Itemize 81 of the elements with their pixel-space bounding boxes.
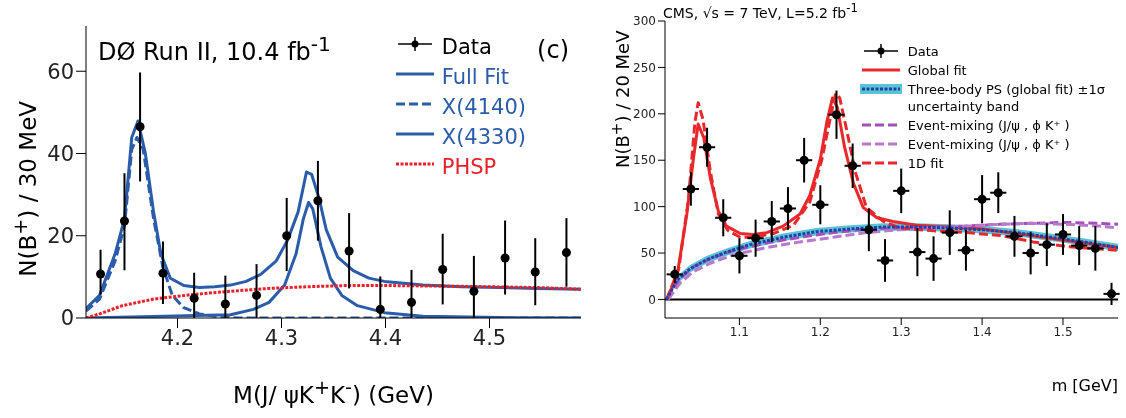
y-tick-label: 60: [47, 59, 74, 84]
y-tick-label: 300: [633, 14, 656, 29]
point: [220, 299, 230, 309]
x-tick-label: 4.3: [264, 325, 299, 350]
point: [880, 255, 890, 265]
point: [718, 213, 728, 223]
x-tick-label: 4.4: [368, 325, 403, 350]
point: [438, 264, 448, 274]
point: [767, 216, 777, 226]
point: [929, 254, 939, 264]
point: [848, 161, 858, 171]
point: [783, 203, 793, 213]
y-tick-label: 0: [60, 306, 74, 331]
point: [912, 247, 922, 257]
legend-label: Data: [441, 35, 492, 59]
legend-label: Three-body PS (global fit) ±1σ uncertainty band: [907, 81, 1106, 115]
x-tick-label: 4.2: [160, 325, 195, 350]
point: [864, 225, 874, 235]
point: [1042, 240, 1052, 250]
legend-label: Global fit: [907, 62, 967, 79]
point: [945, 228, 955, 238]
point: [815, 200, 825, 210]
point: [734, 251, 744, 261]
point: [1009, 231, 1019, 241]
legend-label: PHSP: [441, 155, 497, 179]
annotation: (c): [537, 36, 569, 64]
y-tick-label: 50: [640, 246, 656, 261]
point: [252, 290, 262, 300]
point: [135, 122, 145, 132]
point: [686, 184, 696, 194]
y-tick-label: 150: [633, 153, 656, 168]
x-tick-label: 1.4: [972, 324, 992, 339]
x-tick-label: 1.1: [729, 324, 749, 339]
legend-label: Data: [907, 43, 939, 60]
point: [670, 269, 680, 279]
x-tick-label: 4.5: [472, 325, 507, 350]
point: [96, 269, 106, 279]
point: [799, 155, 809, 165]
legend-label: X(4330): [441, 125, 526, 149]
point: [1090, 243, 1100, 253]
point: [961, 245, 971, 255]
x-tick-label: 1.5: [1053, 324, 1073, 339]
point: [1107, 289, 1117, 299]
point: [751, 233, 761, 243]
x-axis-title: M(J/ ψK$^{+}$K$^{-}$) (GeV): [232, 376, 435, 408]
point: [344, 246, 354, 256]
y-tick-label: 250: [633, 60, 656, 75]
legend-label: X(4140): [441, 95, 526, 119]
point: [189, 293, 199, 303]
point: [561, 248, 571, 258]
point: [406, 297, 417, 307]
x-axis-title: m [GeV]: [1051, 376, 1118, 395]
point: [500, 253, 510, 263]
y-tick-label: 20: [47, 224, 74, 249]
y-tick-label: 40: [47, 141, 74, 166]
legend-label: 1D fit: [907, 155, 944, 172]
point: [375, 304, 385, 314]
x-tick-label: 1.2: [810, 324, 830, 339]
point: [896, 186, 906, 196]
point: [831, 110, 842, 120]
point: [119, 216, 129, 226]
y-tick-label: 200: [633, 107, 656, 122]
point: [1058, 229, 1068, 239]
point: [977, 194, 987, 204]
chart-title: DØ Run II, 10.4 fb$^{-1}$: [98, 32, 331, 66]
legend-label: Event-mixing (J/ψ , ϕ K⁺ ): [907, 117, 1070, 134]
y-tick-label: 0: [648, 292, 656, 307]
point: [469, 286, 479, 296]
point: [282, 231, 292, 241]
point: [313, 196, 323, 206]
point: [158, 268, 168, 278]
point: [702, 142, 712, 152]
point: [1026, 248, 1036, 258]
y-tick-label: 100: [633, 199, 656, 214]
x-tick-label: 1.3: [891, 324, 911, 339]
point: [1074, 241, 1084, 251]
chart-title: CMS, √s = 7 TeV, L=5.2 fb$^{-1}$: [663, 1, 858, 21]
point: [530, 267, 540, 277]
point: [993, 188, 1003, 198]
legend-label: Event-mixing (J/ψ , ϕ K⁺ ): [907, 136, 1070, 153]
legend-label: Full Fit: [441, 65, 509, 89]
